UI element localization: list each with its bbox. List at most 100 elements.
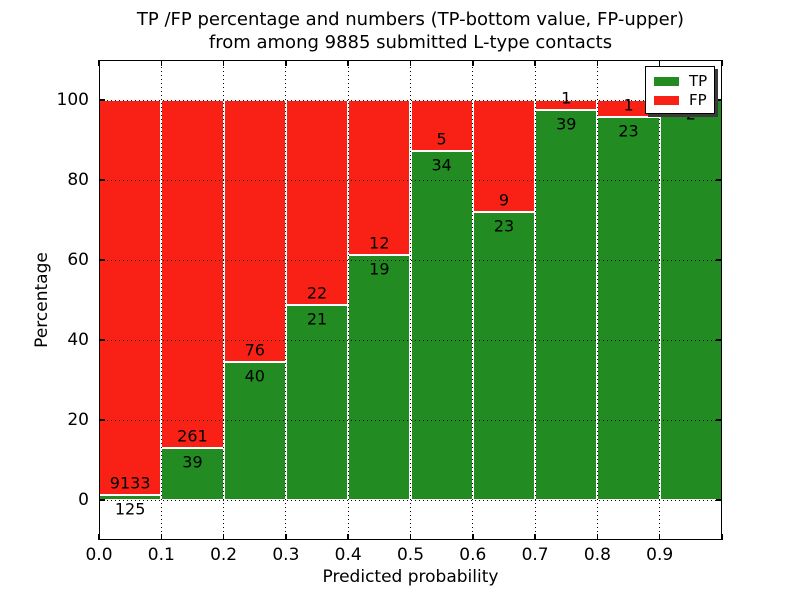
tp-count-label: 39: [556, 114, 577, 134]
y-tick-mark: [716, 339, 722, 341]
y-tick-mark: [716, 499, 722, 501]
fp-count-label: 5: [436, 129, 447, 149]
bar-segment-tp: [535, 110, 598, 500]
y-tick-label: 100: [56, 90, 89, 110]
y-tick-mark: [716, 419, 722, 421]
tp-count-label: 2: [685, 104, 696, 124]
y-tick-mark: [99, 499, 105, 501]
x-tick-label: 0.7: [521, 545, 549, 565]
grid-line-vertical: [347, 60, 349, 540]
x-tick-mark: [285, 534, 287, 540]
tp-count-label: 21: [306, 309, 328, 329]
tp-count-label: 40: [244, 366, 265, 386]
fp-count-label: 261: [177, 426, 208, 446]
y-tick-mark: [99, 339, 105, 341]
bar-segment-fp: [223, 100, 286, 362]
fp-color-swatch: [654, 96, 679, 105]
y-tick-label: 40: [67, 330, 89, 350]
y-tick-mark: [716, 259, 722, 261]
grid-line-vertical: [285, 60, 287, 540]
y-tick-mark: [716, 99, 722, 101]
fp-count-label: 12: [369, 233, 390, 253]
bar-segment-fp: [472, 100, 536, 213]
bar-segment-fp: [348, 100, 411, 255]
fp-count-label: 1: [561, 88, 572, 108]
fp-count-label: 76: [244, 340, 265, 360]
bar-segment-fp: [161, 100, 224, 448]
x-tick-label: 0.8: [583, 545, 611, 565]
plot-area: 9133 125 261 39 76 40 22 21 12 19 5 34 9 23 1 39 1 23 2: [98, 60, 723, 540]
fp-count-label: 22: [306, 283, 328, 303]
tp-count-label: 19: [369, 259, 390, 279]
x-tick-label: 0.3: [272, 545, 300, 565]
tp-count-label: 125: [114, 499, 146, 519]
y-tick-mark: [99, 179, 105, 181]
legend-item-fp: FP: [654, 91, 714, 110]
x-tick-mark: [160, 534, 163, 540]
grid-line-vertical: [160, 60, 162, 540]
x-tick-label: 0.1: [147, 545, 175, 565]
grid-line-vertical: [596, 60, 598, 540]
x-tick-label: 0.9: [646, 545, 674, 565]
x-tick-mark: [222, 534, 225, 540]
bar-segment-fp: [535, 100, 598, 110]
x-tick-mark: [658, 534, 661, 540]
y-tick-label: 60: [67, 250, 89, 270]
grid-line-vertical: [534, 60, 536, 540]
y-tick-label: 20: [67, 410, 89, 430]
legend-item-tp: TP: [654, 72, 714, 91]
tp-count-label: 34: [431, 155, 452, 175]
y-tick-label: 80: [67, 170, 89, 190]
legend: TP FP: [645, 66, 715, 114]
x-tick-label: 0.4: [334, 545, 362, 565]
bar-segment-fp: [410, 100, 473, 152]
y-tick-mark: [99, 419, 105, 421]
x-tick-mark: [534, 60, 536, 66]
y-tick-mark: [716, 179, 722, 181]
x-tick-label: 0.6: [459, 545, 487, 565]
x-tick-mark: [98, 534, 100, 540]
x-tick-mark: [721, 534, 723, 540]
y-tick-label: 0: [78, 490, 89, 510]
x-tick-label: 0.5: [396, 545, 425, 565]
x-tick-mark: [534, 534, 536, 540]
chart-title: TP /FP percentage and numbers (TP-bottom…: [99, 8, 722, 54]
x-tick-mark: [596, 60, 599, 66]
x-tick-mark: [160, 60, 163, 66]
x-tick-mark: [472, 60, 474, 66]
y-tick-mark: [99, 259, 105, 261]
bar-segment-tp: [597, 116, 660, 500]
bar-segment-tp: [161, 448, 224, 500]
bar-segment-tp: [659, 100, 722, 500]
bar-segment-fp: [99, 100, 162, 495]
x-tick-mark: [347, 534, 349, 540]
x-tick-mark: [222, 60, 225, 66]
bar-segment-tp: [285, 304, 349, 500]
grid-line-vertical: [410, 60, 411, 540]
legend-label-fp: FP: [689, 91, 707, 109]
x-tick-mark: [721, 60, 723, 66]
chart-title-line1: TP /FP percentage and numbers (TP-bottom…: [136, 9, 685, 30]
grid-line-vertical: [659, 60, 661, 540]
y-tick-mark: [99, 99, 105, 101]
fp-count-label: 9: [498, 190, 510, 210]
x-tick-mark: [596, 534, 599, 540]
x-tick-mark: [347, 60, 349, 66]
x-tick-label: 0.2: [210, 545, 238, 565]
fp-count-label: 1: [623, 95, 634, 115]
tp-count-label: 23: [618, 121, 639, 141]
x-tick-mark: [285, 60, 287, 66]
x-tick-mark: [409, 534, 412, 540]
bar-segment-fp: [285, 100, 349, 305]
tp-count-label: 39: [182, 452, 203, 472]
grid-line-vertical: [472, 60, 474, 540]
fp-count-label: 9133: [109, 473, 151, 493]
chart-title-line2: from among 9885 submitted L-type contact…: [208, 32, 613, 53]
bar-segment-tp: [348, 254, 411, 500]
x-axis-label: Predicted probability: [322, 567, 499, 587]
x-tick-mark: [98, 60, 100, 66]
bar-segment-tp: [472, 212, 536, 500]
tp-color-swatch: [654, 77, 679, 86]
x-tick-label: 0.0: [85, 545, 113, 565]
